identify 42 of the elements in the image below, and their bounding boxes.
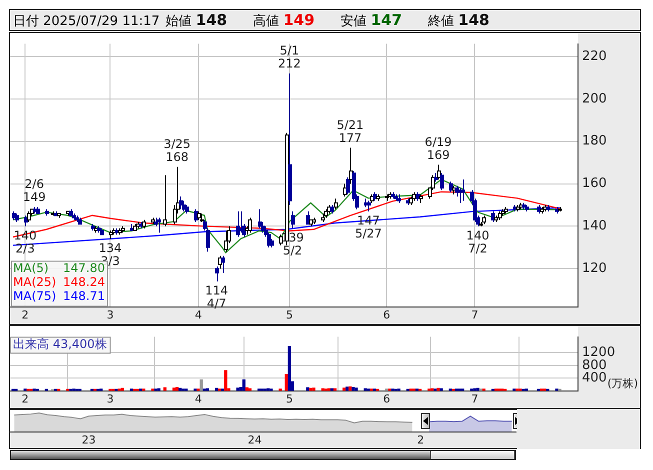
y-tick-label: 400 xyxy=(582,370,607,386)
y-tick-label: 180 xyxy=(582,134,607,149)
x-tick-label: 2 xyxy=(22,308,29,322)
y-tick-label: 120 xyxy=(582,261,607,276)
annotation: 5/21 177 xyxy=(336,118,364,145)
chart-title: 出来高 43,400株 xyxy=(13,336,107,351)
y-tick-label: 1200 xyxy=(582,345,616,360)
text: 終値 148 xyxy=(428,11,490,29)
annotation: 5/1 212 xyxy=(278,44,301,71)
x-tick-label: 2 xyxy=(417,433,424,446)
x-tick-label: 6 xyxy=(383,308,390,322)
y-tick-label: 140 xyxy=(582,218,607,234)
annotation: 148.71 xyxy=(63,288,105,303)
x-tick-label: 5 xyxy=(286,392,293,406)
x-tick-label: 7 xyxy=(471,308,478,322)
x-tick-label: 3 xyxy=(106,392,114,406)
text: 安値 147 xyxy=(340,11,402,29)
annotation: 140 7/2 xyxy=(466,228,490,256)
y-tick-label: 220 xyxy=(582,48,607,64)
y-axis-title: (万株) xyxy=(607,377,638,390)
x-tick-label: 2 xyxy=(22,392,29,406)
x-tick-label: 5 xyxy=(286,308,293,322)
text: MA(25) xyxy=(13,274,56,289)
x-tick-label: 4 xyxy=(194,392,202,406)
x-tick-label: 4 xyxy=(194,308,202,322)
text: 始値 148 xyxy=(166,11,228,29)
annotation: 148.24 xyxy=(63,274,105,289)
annotation: 6/19 169 xyxy=(424,134,452,162)
x-tick-label: 23 xyxy=(82,433,96,446)
x-tick-label: 24 xyxy=(248,433,262,446)
x-tick-label: 6 xyxy=(383,392,390,406)
annotation: 3/25 168 xyxy=(164,136,191,164)
x-tick-label: 3 xyxy=(106,308,114,322)
y-tick-label: 160 xyxy=(582,176,607,192)
y-tick-label: 200 xyxy=(582,91,607,106)
chart-title: 日付 2025/07/29 11:17 xyxy=(13,14,160,29)
y-tick-label: 800 xyxy=(582,358,607,373)
text: MA(75) xyxy=(13,288,56,303)
text: MA(5) xyxy=(13,260,49,275)
x-tick-label: 7 xyxy=(471,392,478,406)
annotation: 2/6 149 xyxy=(22,177,46,204)
text: 高値 149 xyxy=(253,11,315,29)
